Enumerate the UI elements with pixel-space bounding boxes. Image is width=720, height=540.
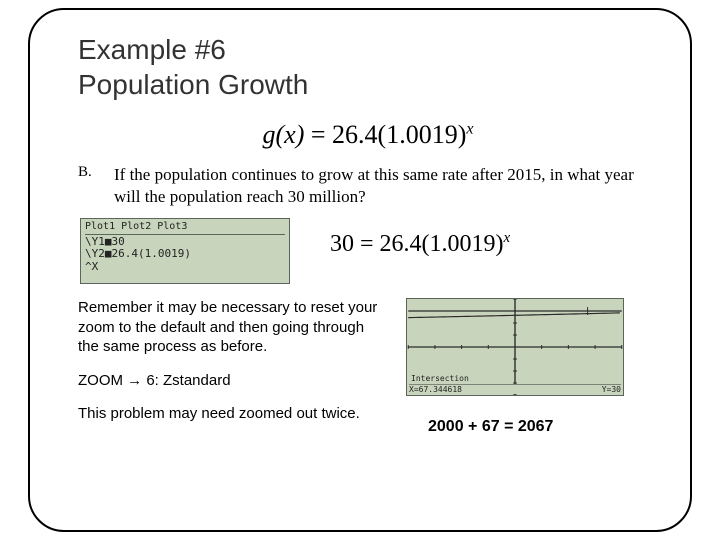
formula-b: (1.0019)	[378, 120, 467, 149]
eq2-b: (1.0019)	[422, 231, 504, 257]
question-label: B.	[78, 164, 96, 208]
eq2-a: 26.4	[380, 231, 422, 257]
formula-eq: =	[304, 120, 332, 149]
formula-lhs: g(x)	[263, 120, 305, 149]
mid-row: Plot1 Plot2 Plot3 \Y1■30 \Y2■26.4(1.0019…	[80, 218, 658, 284]
graph-column: Intersection X=67.344618 Y=30 2000 + 67 …	[406, 298, 658, 438]
graph-footer: Intersection X=67.344618 Y=30	[409, 384, 621, 394]
calc-line-2: \Y2■26.4(1.0019)	[85, 248, 285, 261]
bottom-row: Remember it may be necessary to reset yo…	[78, 298, 658, 438]
eq2-exp: x	[504, 230, 511, 246]
note-twice: This problem may need zoomed out twice.	[78, 404, 378, 424]
notes-column: Remember it may be necessary to reset yo…	[78, 298, 378, 438]
calc-line-3: ^X	[85, 261, 285, 274]
graph-label-y: Y=30	[602, 385, 621, 394]
calc-plot-header: Plot1 Plot2 Plot3	[85, 221, 285, 235]
calculator-y-editor: Plot1 Plot2 Plot3 \Y1■30 \Y2■26.4(1.0019…	[80, 218, 290, 284]
solve-equation: 30 = 26.4(1.0019)x	[330, 230, 510, 258]
eq2-eq: =	[354, 231, 380, 257]
calculator-graph: Intersection X=67.344618 Y=30	[406, 298, 624, 396]
note-reset: Remember it may be necessary to reset yo…	[78, 298, 378, 357]
main-formula: g(x) = 26.4(1.0019)x	[78, 120, 658, 150]
graph-label-x: X=67.344618	[409, 385, 462, 394]
title-line-2: Population Growth	[78, 69, 308, 100]
formula-exp: x	[466, 120, 473, 137]
question-row: B. If the population continues to grow a…	[78, 164, 658, 208]
question-text: If the population continues to grow at t…	[114, 164, 658, 208]
slide-card: Example #6 Population Growth g(x) = 26.4…	[28, 8, 692, 532]
slide-title: Example #6 Population Growth	[78, 32, 658, 102]
title-line-1: Example #6	[78, 34, 226, 65]
graph-label-intersection: Intersection	[411, 374, 469, 383]
formula-a: 26.4	[332, 120, 378, 149]
answer-text: 2000 + 67 = 2067	[428, 418, 658, 436]
note-zoom: ZOOM → 6: Zstandard	[78, 371, 378, 391]
eq2-lhs: 30	[330, 231, 354, 257]
